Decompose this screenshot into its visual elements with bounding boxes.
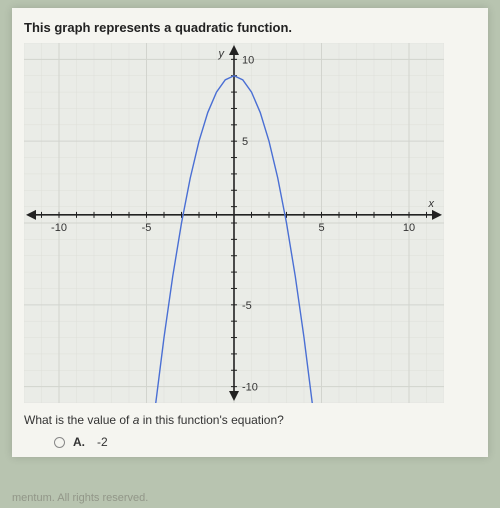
problem-title: This graph represents a quadratic functi… [24, 20, 476, 35]
question-text: What is the value of a in this function'… [24, 413, 476, 427]
svg-text:x: x [428, 198, 435, 210]
svg-text:10: 10 [403, 222, 415, 234]
answer-options: A. -2 [24, 435, 476, 449]
svg-text:-10: -10 [242, 382, 258, 394]
option-value: -2 [97, 435, 108, 449]
svg-text:10: 10 [242, 54, 254, 66]
option-letter: A. [73, 435, 85, 449]
quadratic-graph: -10-5510-10-5510xy [24, 43, 444, 403]
svg-text:-5: -5 [142, 222, 152, 234]
svg-text:5: 5 [318, 222, 324, 234]
svg-text:-5: -5 [242, 300, 252, 312]
footer-text: mentum. All rights reserved. [12, 492, 148, 504]
svg-text:-10: -10 [51, 222, 67, 234]
worksheet-card: This graph represents a quadratic functi… [12, 8, 488, 457]
graph-svg: -10-5510-10-5510xy [24, 43, 444, 403]
option-a-row[interactable]: A. -2 [54, 435, 476, 449]
svg-text:5: 5 [242, 136, 248, 148]
radio-icon[interactable] [54, 437, 65, 448]
